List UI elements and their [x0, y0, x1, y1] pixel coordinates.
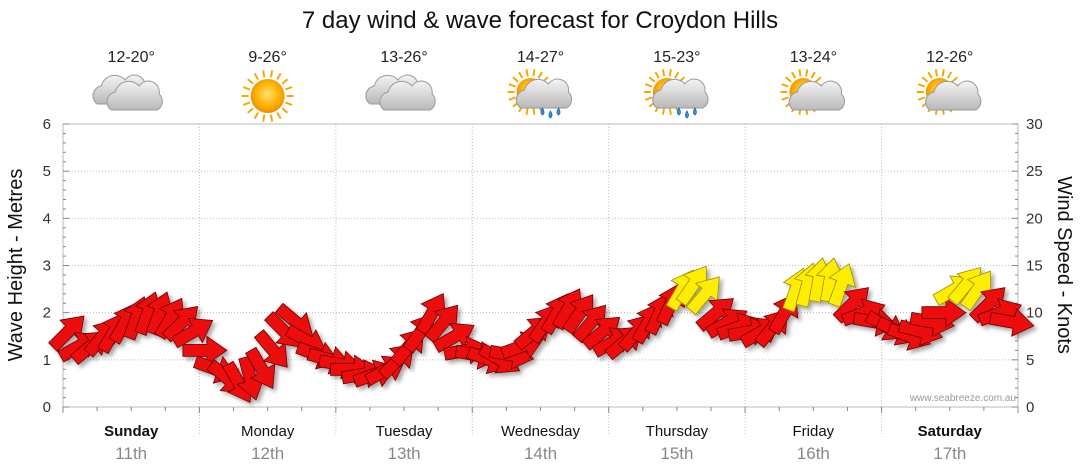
- wind-arrow: [182, 335, 228, 366]
- cloudy-icon: [365, 74, 436, 111]
- wind-arrow: [685, 276, 720, 316]
- right-tick-label: 0: [1026, 399, 1034, 416]
- left-axis-ticks: 0 1 2 3 4 5 6: [43, 116, 51, 416]
- left-tick-label: 5: [43, 163, 51, 180]
- day-sunday: 12-20° Sunday 11th: [92, 49, 163, 463]
- wind-arrow: [253, 329, 288, 368]
- right-tick-label: 30: [1026, 116, 1043, 133]
- temperature-range: 9-26°: [248, 49, 286, 66]
- day-name: Thursday: [646, 423, 709, 440]
- day-date: 14th: [524, 444, 557, 463]
- temperature-range: 12-20°: [108, 49, 155, 66]
- credit-text: www.seabreeze.com.au: [909, 393, 1016, 404]
- partly-cloudy-rain-icon: [507, 69, 573, 119]
- day-monday: 9-26° Monday 12th: [241, 49, 295, 463]
- day-date: 16th: [797, 444, 830, 463]
- temperature-range: 15-23°: [653, 49, 700, 66]
- right-axis-title: Wind Speed - Knots: [1053, 176, 1075, 354]
- day-date: 13th: [388, 444, 421, 463]
- day-friday: 13-24° Friday 16th: [780, 49, 845, 463]
- temperature-range: 12-26°: [926, 49, 973, 66]
- wind-arrow: [171, 317, 214, 349]
- day-name: Monday: [241, 423, 295, 440]
- cloudy-icon: [92, 74, 163, 111]
- day-thursday: 15-23° Thursday 15th: [643, 49, 709, 463]
- wind-arrow: [959, 270, 992, 312]
- sunny-icon: [241, 70, 294, 122]
- day-date: 15th: [660, 444, 693, 463]
- wind-arrow: [245, 346, 276, 389]
- chart-title: 7 day wind & wave forecast for Croydon H…: [302, 7, 778, 34]
- day-saturday: 12-26° Saturday 17th: [916, 49, 983, 463]
- wind-arrow: [675, 265, 707, 307]
- left-tick-label: 4: [43, 210, 51, 227]
- left-tick-label: 6: [43, 116, 51, 133]
- wind-arrows: [48, 257, 1035, 404]
- day-date: 17th: [933, 444, 966, 463]
- right-tick-label: 10: [1026, 305, 1043, 322]
- wind-arrow: [988, 307, 1035, 337]
- right-axis-ticks: 0 5 10 15 20 25 30: [1026, 116, 1043, 416]
- temperature-range: 13-26°: [380, 49, 427, 66]
- day-date: 12th: [251, 444, 284, 463]
- day-name: Tuesday: [376, 423, 433, 440]
- day-name: Wednesday: [501, 423, 580, 440]
- right-tick-label: 25: [1026, 163, 1043, 180]
- plot-grid: [62, 123, 1019, 435]
- right-tick-label: 5: [1026, 352, 1034, 369]
- day-name: Friday: [793, 423, 835, 440]
- left-axis-title: Wave Height - Metres: [5, 169, 27, 362]
- partly-cloudy-icon: [916, 69, 982, 115]
- wind-arrow: [48, 315, 85, 352]
- left-tick-label: 1: [43, 352, 51, 369]
- right-tick-label: 15: [1026, 258, 1043, 275]
- day-date: 11th: [115, 444, 147, 463]
- temperature-range: 14-27°: [517, 49, 564, 66]
- partly-cloudy-rain-icon: [643, 69, 709, 119]
- left-tick-label: 3: [43, 258, 51, 275]
- left-tick-label: 0: [43, 399, 51, 416]
- wind-arrow: [921, 297, 967, 328]
- day-name: Sunday: [104, 423, 159, 440]
- right-tick-label: 20: [1026, 210, 1043, 227]
- wind-arrow: [827, 263, 857, 308]
- wind-arrow: [562, 294, 594, 335]
- left-tick-label: 2: [43, 305, 51, 322]
- partly-cloudy-icon: [780, 69, 845, 115]
- day-columns: 12-20° Sunday 11th 9-26° Monday 12th 13-26° Tue…: [92, 49, 983, 463]
- day-name: Saturday: [918, 423, 983, 440]
- day-wednesday: 14-27° Wednesday 14th: [501, 49, 580, 463]
- day-tuesday: 13-26° Tuesday 13th: [365, 49, 436, 463]
- temperature-range: 13-24°: [790, 49, 837, 66]
